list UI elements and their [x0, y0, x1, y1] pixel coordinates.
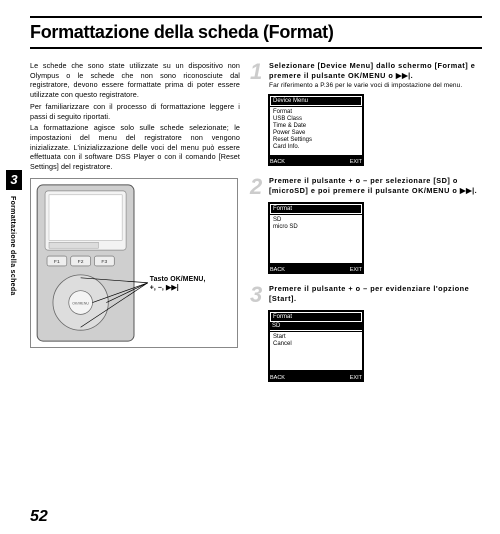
- step-2-text: Premere il pulsante + o – per selezionar…: [269, 176, 477, 195]
- menu-item: SD: [271, 216, 361, 223]
- svg-text:F3: F3: [101, 259, 107, 265]
- left-column: Le schede che sono state utilizzate su u…: [30, 61, 240, 392]
- menu-item: Card Info.: [271, 143, 361, 150]
- chapter-label: Formattazione della scheda: [9, 196, 16, 296]
- menu-item: Power Save: [271, 129, 361, 136]
- menu-item: Cancel: [271, 340, 361, 347]
- step-3-text: Premere il pulsante + o – per evidenziar…: [269, 284, 469, 303]
- menu-item: Start: [271, 333, 361, 340]
- step-1: 1 Selezionare [Device Menu] dallo scherm…: [250, 61, 482, 90]
- step-number: 3: [250, 284, 264, 306]
- step-number: 1: [250, 61, 264, 90]
- svg-text:OK/MENU: OK/MENU: [72, 301, 89, 305]
- title-bar: Formattazione della scheda (Format): [30, 16, 482, 49]
- page-title: Formattazione della scheda (Format): [30, 22, 482, 43]
- step-1-sub: Far riferimento a P.36 per le varie voci…: [269, 82, 482, 91]
- screen-2: Format SD micro SD BACK EXIT: [268, 202, 364, 274]
- chapter-number: 3: [6, 170, 22, 190]
- side-tab: 3 Formattazione della scheda: [6, 170, 22, 420]
- screen-exit: EXIT: [350, 159, 362, 165]
- page-number: 52: [30, 508, 48, 526]
- intro-p3: La formattazione agisce solo sulle sched…: [30, 123, 240, 172]
- svg-text:F2: F2: [78, 259, 84, 265]
- illus-label: Tasto OK/MENU,: [150, 276, 206, 283]
- svg-text:+, –, ▶▶|: +, –, ▶▶|: [150, 285, 179, 292]
- screen-back: BACK: [270, 159, 285, 165]
- intro-p2: Per familiarizzare con il processo di fo…: [30, 102, 240, 121]
- menu-item: Format: [271, 108, 361, 115]
- menu-item: Time & Date: [271, 122, 361, 129]
- right-column: 1 Selezionare [Device Menu] dallo scherm…: [250, 61, 482, 392]
- screen-1-header: Device Menu: [273, 98, 308, 104]
- screen-3: Format SD Start Cancel BACK EXIT: [268, 310, 364, 382]
- step-1-text: Selezionare [Device Menu] dallo schermo …: [269, 61, 475, 80]
- screen-back: BACK: [270, 375, 285, 381]
- menu-item: micro SD: [271, 223, 361, 230]
- step-2: 2 Premere il pulsante + o – per selezion…: [250, 176, 482, 198]
- step-3: 3 Premere il pulsante + o – per evidenzi…: [250, 284, 482, 306]
- svg-text:F1: F1: [54, 259, 60, 265]
- menu-item: USB Class: [271, 115, 361, 122]
- screen-1: Device Menu Format USB Class Time & Date…: [268, 94, 364, 166]
- screen-back: BACK: [270, 267, 285, 273]
- device-illustration: F1 F2 F3 OK/MENU Tasto OK/MENU, +, –, ▶▶: [30, 178, 238, 348]
- step-number: 2: [250, 176, 264, 198]
- screen-3-header: Format: [273, 314, 292, 320]
- screen-2-header: Format: [273, 206, 292, 212]
- screen-3-subheader: SD: [270, 322, 362, 331]
- screen-exit: EXIT: [350, 375, 362, 381]
- screen-exit: EXIT: [350, 267, 362, 273]
- intro-p1: Le schede che sono state utilizzate su u…: [30, 61, 240, 100]
- menu-item: Reset Settings: [271, 136, 361, 143]
